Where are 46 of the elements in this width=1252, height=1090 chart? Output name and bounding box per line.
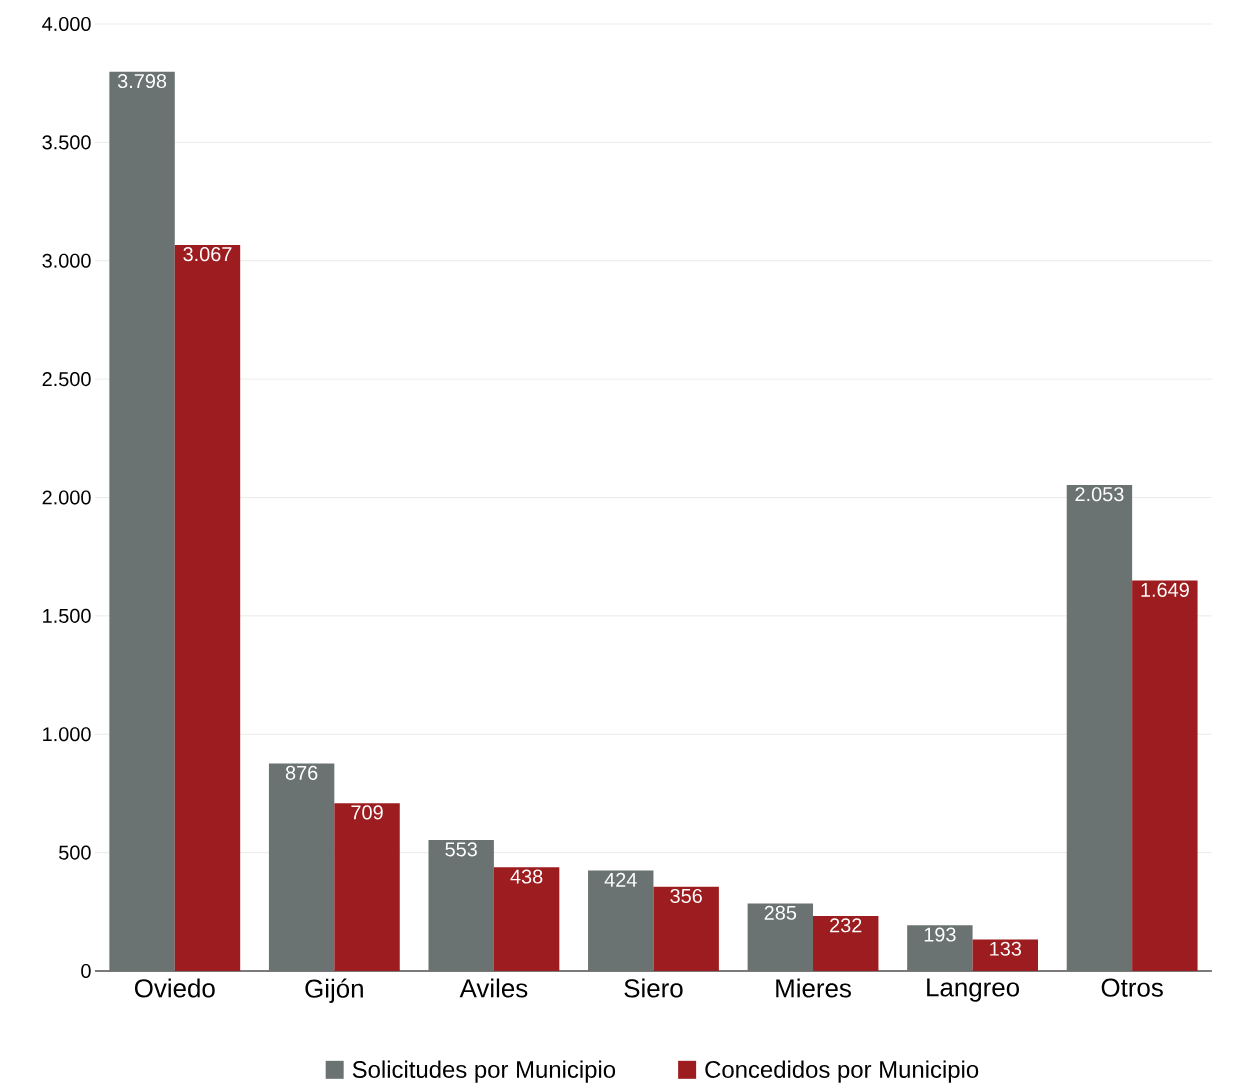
legend-label: Solicitudes por Municipio: [352, 1060, 616, 1083]
y-tick-label: 4.000: [42, 16, 91, 32]
bar: [1132, 580, 1198, 971]
x-tick-label: Otros: [1101, 978, 1163, 997]
y-tick-label: 1.500: [43, 608, 91, 623]
y-tick-label: 0: [81, 963, 91, 979]
y-tick-label: 2.500: [42, 372, 91, 387]
bar: [109, 71, 175, 971]
x-tick-label: Gijón: [305, 978, 363, 1003]
bar: [653, 886, 719, 971]
data-label: 424: [604, 872, 637, 887]
bar: [268, 763, 335, 971]
data-label: 553: [445, 842, 477, 857]
data-label: 133: [990, 941, 1022, 956]
bar: [428, 840, 494, 971]
data-label: 2.053: [1075, 487, 1124, 502]
bar: [1066, 484, 1133, 971]
bar: [813, 916, 879, 971]
bar: [747, 903, 814, 971]
data-label: 356: [670, 888, 702, 904]
data-label: 193: [924, 927, 956, 942]
data-label: 876: [285, 765, 318, 780]
x-tick-label: Siero: [624, 978, 683, 998]
y-tick-label: 3.500: [42, 135, 91, 150]
data-label: 709: [351, 805, 383, 820]
bar: [334, 803, 400, 971]
data-label: 1.649: [1141, 582, 1189, 597]
x-tick-label: Aviles: [459, 978, 528, 998]
data-label: 3.067: [183, 247, 232, 262]
x-tick-label: Oviedo: [134, 978, 215, 998]
bar: [174, 244, 241, 971]
data-label: 3.798: [117, 74, 167, 89]
y-tick-label: 1.000: [43, 727, 91, 742]
data-label: 285: [764, 905, 797, 920]
y-tick-label: 3.000: [42, 253, 91, 268]
bar: [972, 939, 1038, 971]
bar: [907, 925, 973, 971]
x-tick-label: Langreo: [927, 978, 1019, 1002]
bar: [493, 867, 560, 971]
data-label: 438: [510, 869, 543, 884]
x-tick-label: Mieres: [776, 978, 851, 998]
legend-label: Concedidos por Municipio: [705, 1060, 979, 1083]
bar: [588, 870, 654, 971]
data-label: 232: [830, 918, 862, 933]
y-tick-label: 500: [59, 845, 91, 860]
y-tick-label: 2.000: [42, 490, 91, 505]
